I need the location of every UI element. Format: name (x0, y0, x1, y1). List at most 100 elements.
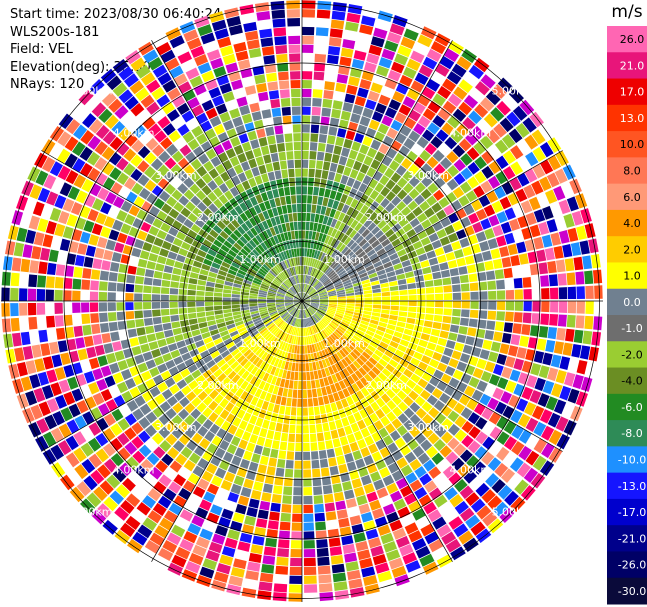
gate-cell (248, 328, 258, 335)
gate-cell (380, 415, 391, 427)
gate-cell (172, 402, 184, 414)
gate-cell (36, 418, 50, 434)
gate-cell (324, 255, 331, 264)
gate-cell (236, 96, 248, 107)
gate-cell (398, 104, 412, 116)
gate-cell (554, 168, 568, 184)
gate-cell (531, 129, 546, 145)
gate-cell (348, 578, 363, 589)
gate-cell (267, 135, 276, 145)
gate-cell (314, 281, 321, 289)
gate-cell (278, 368, 284, 378)
gate-cell (396, 321, 406, 328)
gate-cell (453, 249, 464, 259)
gate-cell (224, 471, 236, 483)
gate-cell (392, 368, 403, 379)
range-ring-label: 4.00km (113, 463, 155, 476)
gate-cell (310, 296, 319, 300)
gate-cell (458, 325, 468, 335)
gate-cell (582, 330, 593, 345)
gate-cell (224, 391, 235, 402)
gate-cell (22, 345, 34, 360)
gate-cell (311, 298, 320, 300)
gate-cell (276, 264, 283, 273)
gate-cell (196, 290, 205, 296)
gate-cell (333, 263, 341, 271)
gate-cell (131, 345, 142, 356)
gate-cell (494, 321, 505, 332)
gate-cell (370, 390, 380, 401)
gate-cell (197, 91, 211, 104)
gate-cell (346, 251, 355, 259)
gate-cell (279, 441, 288, 451)
gate-cell (214, 287, 223, 293)
gate-cell (90, 509, 107, 525)
gate-cell (431, 388, 443, 399)
gate-cell (223, 312, 233, 318)
gate-cell (261, 314, 270, 319)
gate-cell (346, 12, 361, 24)
gate-cell (463, 203, 475, 216)
gate-cell (97, 464, 111, 479)
gate-cell (57, 251, 68, 264)
gate-cell (239, 4, 255, 15)
gate-cell (238, 420, 248, 431)
gate-cell (325, 313, 334, 319)
gate-cell (176, 340, 186, 349)
range-ring-label: 3.00km (407, 421, 449, 434)
gate-cell (313, 80, 324, 90)
gate-cell (315, 530, 327, 540)
gate-cell (63, 364, 75, 378)
gate-cell (272, 18, 286, 28)
gate-cell (237, 495, 250, 506)
gate-cell (375, 265, 385, 272)
gate-cell (298, 230, 302, 239)
gate-cell (443, 48, 460, 62)
gate-cell (211, 475, 223, 487)
gate-cell (346, 569, 361, 581)
gate-cell (402, 170, 414, 182)
gate-cell (41, 385, 54, 400)
gate-cell (299, 257, 302, 266)
gate-cell (182, 331, 193, 340)
gate-cell (183, 459, 196, 472)
gate-cell (225, 179, 235, 190)
gate-cell (352, 104, 364, 115)
gate-cell (538, 326, 549, 338)
gate-cell (299, 354, 302, 363)
gate-cell (374, 131, 386, 143)
gate-cell (319, 458, 329, 468)
gate-cell (432, 149, 445, 162)
gate-cell (97, 236, 108, 249)
gate-cell (306, 204, 312, 213)
gate-cell (501, 332, 512, 344)
gate-cell (464, 364, 476, 376)
gate-cell (164, 467, 177, 480)
gate-cell (293, 327, 297, 336)
gate-cell (435, 301, 444, 308)
gate-cell (317, 286, 325, 292)
gate-cell (320, 274, 327, 282)
gate-cell (109, 362, 120, 374)
gate-cell (273, 431, 282, 441)
gate-cell (371, 226, 381, 236)
gate-cell (465, 190, 478, 203)
gate-cell (477, 319, 487, 329)
gate-cell (95, 432, 109, 447)
gate-cell (249, 251, 258, 260)
gate-cell (309, 222, 314, 231)
gate-cell (451, 276, 461, 285)
gate-cell (287, 231, 292, 240)
gate-cell (278, 321, 286, 329)
gate-cell (314, 313, 322, 320)
gate-cell (302, 301, 304, 310)
gate-cell (497, 484, 513, 500)
gate-cell (109, 136, 123, 151)
gate-cell (336, 289, 345, 294)
gate-cell (262, 279, 271, 285)
gate-cell (284, 302, 293, 305)
gate-cell (511, 425, 525, 440)
gate-cell (129, 256, 139, 266)
gate-cell (36, 289, 46, 301)
gate-cell (395, 477, 409, 490)
